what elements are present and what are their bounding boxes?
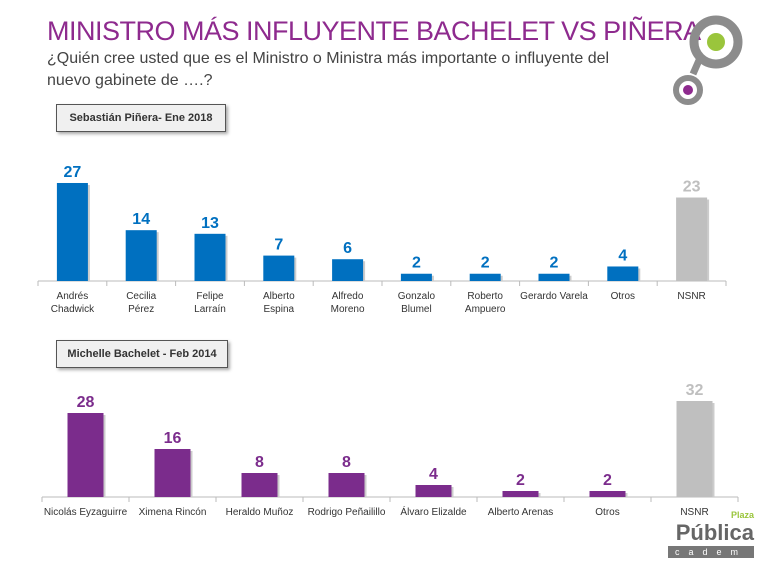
category-label: Moreno	[331, 304, 365, 315]
brand-bottom: cadem	[668, 546, 754, 558]
bar	[415, 485, 452, 497]
bar	[194, 233, 226, 281]
bar	[263, 255, 295, 281]
category-label: Alfredo	[332, 291, 364, 302]
category-label: Gerardo Varela	[520, 291, 588, 302]
bar	[676, 197, 708, 281]
bar	[56, 182, 88, 281]
category-label: Alberto Arenas	[488, 507, 554, 518]
data-label: 8	[342, 454, 351, 471]
bar	[400, 273, 432, 281]
data-label: 23	[683, 179, 701, 196]
category-label: Chadwick	[51, 304, 95, 315]
bar	[589, 491, 626, 497]
category-label: Alberto	[263, 291, 295, 302]
chart-2-title: Michelle Bachelet - Feb 2014	[56, 340, 228, 368]
data-label: 2	[603, 472, 612, 489]
data-label: 32	[686, 382, 704, 399]
category-label: Cecilia	[126, 291, 156, 302]
plaza-publica-cadem-logo: Plaza Pública cadem	[668, 510, 754, 558]
category-label: Blumel	[401, 304, 432, 315]
data-label: 8	[255, 454, 264, 471]
category-label: Ampuero	[465, 304, 506, 315]
bar	[125, 230, 157, 281]
chart-pinera: 27AndrésChadwick14CeciliaPérez13FelipeLa…	[37, 164, 727, 315]
category-label: Ximena Rincón	[139, 507, 207, 518]
data-label: 16	[164, 430, 182, 447]
data-label: 4	[618, 247, 627, 264]
data-label: 2	[412, 255, 421, 272]
brand-name: Pública	[675, 520, 754, 545]
category-label: Andrés	[57, 291, 89, 302]
data-label: 2	[481, 255, 490, 272]
category-label: Nicolás Eyzaguirre	[44, 507, 128, 518]
category-label: Heraldo Muñoz	[226, 507, 294, 518]
category-label: Rodrigo Peñailillo	[308, 507, 386, 518]
data-label: 14	[132, 211, 150, 228]
bar	[154, 449, 191, 497]
data-label: 4	[429, 466, 438, 483]
brand-top: Plaza	[730, 510, 754, 520]
category-label: NSNR	[677, 291, 705, 302]
bar	[607, 266, 639, 281]
data-label: 28	[77, 394, 95, 411]
category-label: Espina	[264, 304, 295, 315]
bar	[676, 401, 713, 497]
bar	[502, 491, 539, 497]
data-label: 2	[516, 472, 525, 489]
category-label: Felipe	[196, 291, 224, 302]
chart-1-title: Sebastián Piñera- Ene 2018	[56, 104, 226, 132]
category-label: Pérez	[128, 304, 154, 315]
bar	[328, 473, 365, 497]
data-label: 6	[343, 240, 352, 257]
cadem-logo-icon	[673, 15, 743, 105]
bar	[67, 413, 104, 497]
data-label: 7	[274, 237, 283, 254]
category-label: Larraín	[194, 304, 226, 315]
category-label: Roberto	[467, 291, 503, 302]
bar	[469, 273, 501, 281]
data-label: 2	[550, 255, 559, 272]
bar	[332, 259, 364, 281]
category-label: Gonzalo	[398, 291, 436, 302]
page-subtitle: ¿Quién cree usted que es el Ministro o M…	[47, 50, 610, 89]
data-label: 13	[201, 215, 219, 232]
category-label: Otros	[595, 507, 619, 518]
category-label: Álvaro Elizalde	[400, 505, 467, 518]
data-label: 27	[64, 164, 82, 181]
page-title: MINISTRO MÁS INFLUYENTE BACHELET VS PIÑE…	[47, 16, 701, 46]
category-label: NSNR	[680, 507, 708, 518]
bar	[538, 273, 570, 281]
bar	[241, 473, 278, 497]
category-label: Otros	[611, 291, 635, 302]
